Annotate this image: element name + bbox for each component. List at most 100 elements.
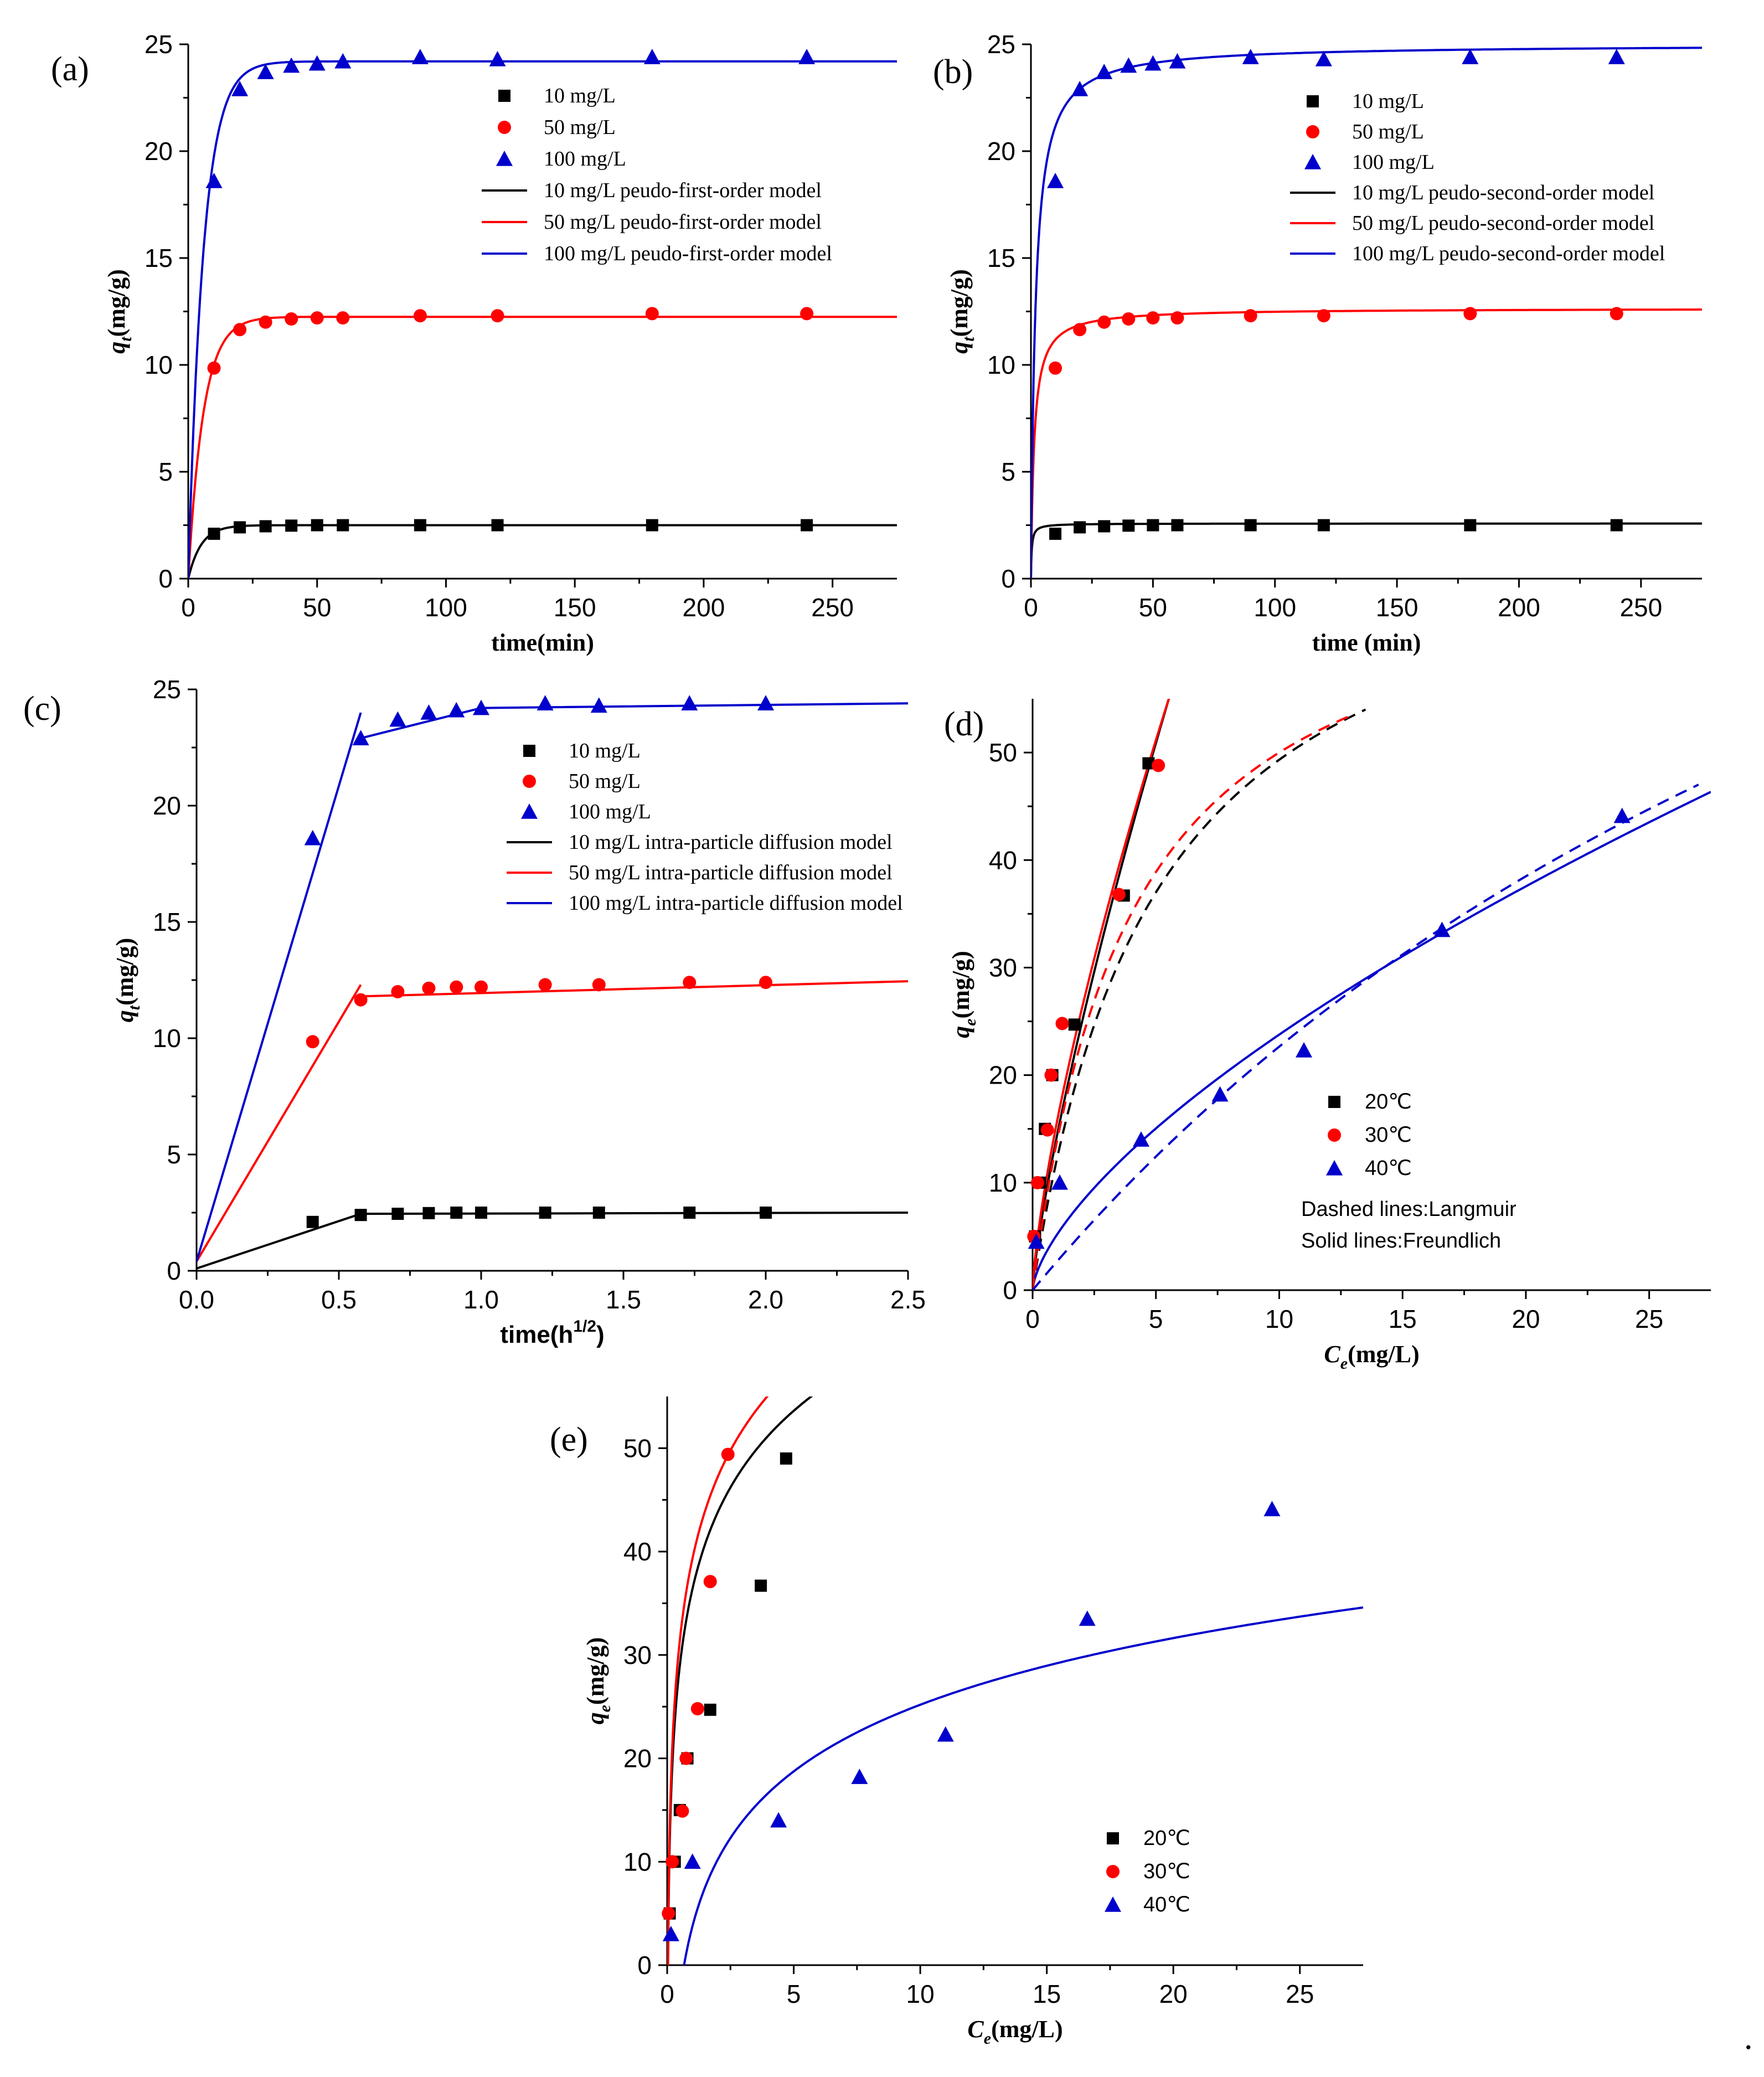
x-tick-label: 150 [554,593,596,622]
data-point [1028,1233,1045,1249]
data-point [537,695,554,710]
legend-label: 100 mg/L [1352,151,1435,174]
legend-label: 40℃ [1143,1893,1190,1916]
data-point [592,1207,605,1219]
data-point [283,57,300,73]
model-curves [197,702,908,1270]
data-point [1171,519,1184,532]
data-point [354,993,368,1007]
legend-label: 10 mg/L [1352,90,1424,113]
x-tick-label: 5 [1149,1305,1163,1333]
data-point [1610,307,1623,321]
legend-marker [1106,1865,1120,1878]
data-point [1049,361,1062,375]
y-tick-label: 20 [623,1744,652,1773]
chart-panel-e: 0 5 10 15 20 25 0 10 20 30 40 50 Ce(mg/L) qe(mg/g) (e)… [550,1396,1363,2048]
y-tick-label: 20 [145,137,173,166]
data-point [646,519,658,532]
x-axis-title: time (min) [1312,629,1421,656]
series-points [663,1452,792,1920]
legend-label: 100 mg/L peudo-second-order model [1352,242,1665,265]
data-point [1464,519,1477,532]
series-points [207,307,814,375]
data-point [1122,312,1136,326]
legend-label: 100 mg/L [569,800,651,823]
x-tick-label: 200 [683,593,725,622]
data-point [1133,1131,1149,1147]
model-line [1031,308,1702,579]
data-point [234,521,246,534]
model-line [1031,47,1702,579]
x-axis-title: time(min) [491,629,594,656]
panel-label: (c) [23,690,61,728]
data-point [473,699,489,715]
chart-panel-a: 0 50 100 150 200 250 0 5 10 15 20 25 time(min) qt(mg/… [51,30,897,656]
annotation-note: Solid lines:Freundlich [1301,1229,1501,1253]
y-tick-label: 25 [153,675,181,704]
data-point [800,307,814,321]
y-tick-label: 10 [989,1168,1017,1197]
data-point [448,702,465,718]
legend-label: 50 mg/L [1352,120,1424,143]
legend-label: 10 mg/L [569,739,641,762]
x-tick-label: 200 [1498,593,1540,622]
legend-label: 100 mg/L peudo-first-order model [544,242,832,265]
data-point [1055,1017,1069,1030]
legend-label: 100 mg/L [544,147,626,171]
y-tick-label: 30 [989,953,1017,982]
data-point [1608,49,1625,64]
data-point [798,49,816,64]
x-tick-label: 1.0 [463,1285,499,1314]
legend-label: 10 mg/L [544,84,616,107]
y-tick-label: 15 [145,244,173,272]
data-point [422,1207,435,1219]
data-point [285,312,298,326]
legend-label: 20℃ [1365,1090,1412,1114]
series-points [662,1447,735,1920]
x-tick-label: 100 [1254,593,1296,622]
legend-marker [1326,1160,1343,1176]
x-tick-label: 50 [303,593,331,622]
x-tick-label: 150 [1376,593,1419,622]
series-points [304,695,774,846]
legend-marker [1307,95,1319,107]
data-point [780,1452,792,1465]
data-point [1152,759,1165,772]
data-point [411,49,429,64]
data-point [1211,1086,1229,1102]
x-tick-label: 1.5 [606,1285,641,1314]
data-point [683,1207,696,1219]
panel-label: (b) [933,53,973,91]
legend-label: 10 mg/L intra-particle diffusion model [569,831,893,854]
data-point [1610,519,1623,532]
legend: 10 mg/L 50 mg/L 100 mg/L 10 mg/L peudo-firs… [482,84,832,265]
data-point [690,1702,704,1715]
legend-marker [1328,1128,1341,1142]
model-curves [1033,699,1711,1290]
data-point [1098,520,1111,533]
data-point [1244,519,1257,532]
data-point [643,49,661,64]
x-tick-label: 5 [787,1980,801,2008]
y-axis-title: qe(mg/g) [582,1637,614,1725]
data-point [1433,921,1451,937]
model-line [197,984,362,1262]
data-point [1079,1610,1096,1626]
legend-label: 50 mg/L peudo-second-order model [1352,212,1654,235]
y-tick-label: 0 [637,1951,652,1980]
data-point [592,978,606,992]
data-point [590,697,607,713]
y-tick-label: 40 [989,846,1017,874]
legend-label: 10 mg/L peudo-first-order model [544,179,822,202]
data-point [703,1575,717,1589]
model-line [667,1396,769,1965]
y-tick-label: 50 [623,1434,652,1462]
y-tick-label: 5 [1001,457,1015,486]
trailing-period: . [1744,2019,1753,2057]
x-tick-label: 250 [1619,593,1662,622]
data-point [1244,309,1257,323]
data-point [1049,527,1062,540]
legend-marker [1304,154,1321,169]
x-tick-label: 15 [1033,1980,1061,2008]
